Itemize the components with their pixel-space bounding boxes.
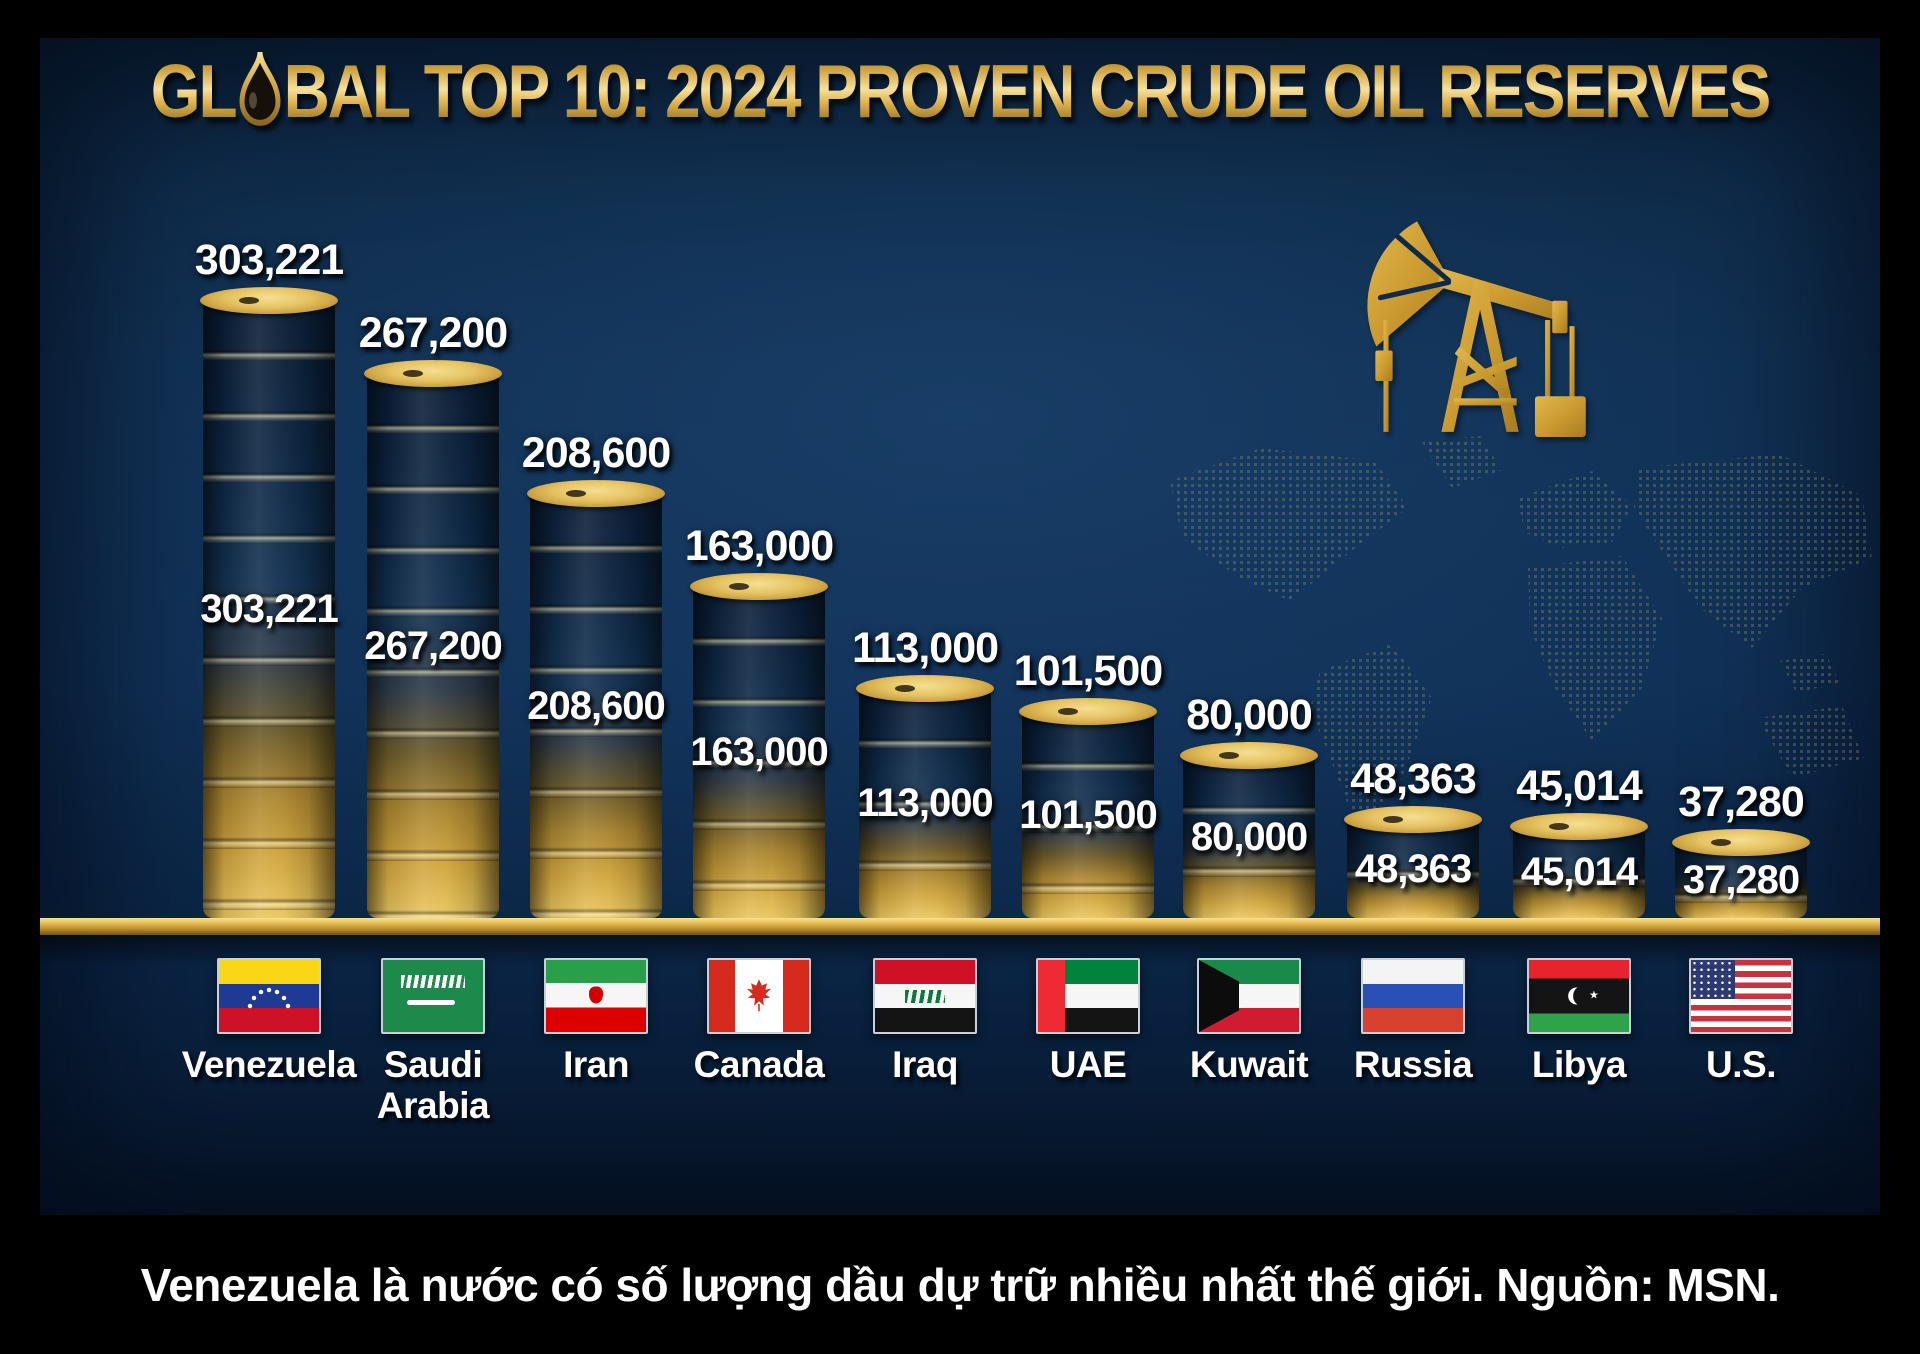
barrel-bung-hole [1382, 816, 1403, 824]
page-title: GL BAL TOP 10: 2024 PROVEN CRUDE OIL RES… [40, 47, 1880, 134]
flag-russia-icon [1361, 958, 1465, 1034]
value-label-top: 45,014 [1516, 762, 1643, 810]
country-label: U.S. [1706, 1044, 1776, 1085]
flag-kuwait-icon [1197, 958, 1301, 1034]
barrel-lid [364, 360, 502, 387]
flag-uae-icon [1036, 958, 1140, 1034]
flag-canada-icon [707, 958, 811, 1034]
barrel-stack-saudi-arabia [364, 360, 502, 918]
barrel-lid [200, 287, 338, 314]
barrel-bung-hole [894, 685, 915, 693]
maple-leaf-icon [747, 979, 771, 1012]
value-label-top: 113,000 [851, 624, 999, 672]
dotted-world-map [1140, 426, 1880, 891]
value-label-top: 303,221 [194, 236, 344, 284]
value-label-mid: 101,500 [1019, 792, 1158, 837]
stars-canton [1691, 960, 1735, 999]
caption-band: Venezuela là nước có số lượng dầu dự trữ… [0, 1215, 1920, 1354]
barrel-lid [1344, 806, 1482, 833]
value-label-mid: 113,000 [857, 781, 993, 825]
flag-us-icon [1689, 958, 1793, 1034]
value-label-mid: 303,221 [200, 587, 339, 631]
star-icon [1589, 990, 1599, 1001]
barrel-bung-hole [1057, 708, 1078, 716]
barrel-stack-libya [1510, 813, 1648, 918]
value-label-mid: 45,014 [1520, 850, 1638, 894]
flag-iran-icon [544, 958, 648, 1034]
value-label-mid: 80,000 [1190, 814, 1308, 859]
crescent-icon [1568, 986, 1590, 1006]
value-label-mid: 208,600 [527, 683, 666, 728]
country-label: Libya [1531, 1044, 1627, 1085]
value-label-mid: 37,280 [1682, 858, 1800, 902]
country-label: Saudi Arabia [376, 1044, 490, 1127]
oil-pumpjack-icon [1352, 196, 1600, 445]
value-label-mid: 48,363 [1354, 846, 1472, 891]
barrel-lid [1672, 829, 1810, 856]
country-label: Iraq [892, 1044, 958, 1085]
value-label-top: 48,363 [1350, 755, 1477, 803]
barrel-stack-venezuela [200, 287, 338, 918]
barrel-chart: GL BAL TOP 10: 2024 PROVEN CRUDE OIL RES… [40, 38, 1880, 1215]
title-text-right: BAL TOP 10: 2024 PROVEN CRUDE OIL RESERV… [283, 48, 1772, 134]
value-label-top: 37,280 [1678, 778, 1805, 826]
barrel-bung-hole [1218, 752, 1239, 760]
country-label: UAE [1049, 1044, 1127, 1085]
oil-drop-icon [239, 51, 281, 126]
country-label: Kuwait [1189, 1044, 1309, 1085]
barrel-stack-canada [690, 573, 828, 918]
country-label: Canada [693, 1044, 825, 1085]
barrel-stack-russia [1344, 806, 1482, 918]
caption-text: Venezuela là nước có số lượng dầu dự trữ… [140, 1258, 1780, 1311]
barrel-lid [1180, 742, 1318, 769]
value-label-top: 163,000 [684, 522, 834, 570]
barrel-bung-hole [728, 583, 749, 591]
stars-arc [219, 960, 319, 1032]
barrel-stack-iran [527, 480, 665, 918]
barrel-stack-iraq [856, 675, 994, 918]
barrel-bung-hole [565, 490, 586, 498]
barrel-bung-hole [238, 297, 259, 305]
value-label-top: 101,500 [1013, 647, 1163, 695]
barrel-bung-hole [1710, 839, 1731, 847]
country-label: Venezuela [181, 1044, 357, 1085]
flag-libya-icon [1527, 958, 1631, 1034]
barrel-stack-kuwait [1180, 742, 1318, 918]
value-label-mid: 267,200 [364, 623, 503, 668]
barrel-stack-uae [1019, 698, 1157, 918]
flag-iraq-icon [873, 958, 977, 1034]
country-label: Iran [563, 1044, 629, 1085]
flag-saudi-arabia-icon [381, 958, 485, 1034]
flag-venezuela-icon [217, 958, 321, 1034]
value-label-mid: 163,000 [690, 730, 829, 774]
barrel-bung-hole [402, 370, 423, 378]
chart-baseline-gold-bar [40, 918, 1880, 935]
value-label-top: 267,200 [358, 309, 508, 357]
barrel-bung-hole [1548, 823, 1569, 831]
barrel-stack-us [1672, 829, 1810, 918]
country-label: Russia [1353, 1044, 1473, 1085]
value-label-top: 208,600 [521, 429, 671, 477]
barrel-lid [690, 573, 828, 600]
title-text-left: GL [150, 48, 238, 134]
barrel-lid [856, 675, 994, 702]
barrel-lid [527, 480, 665, 507]
barrel-lid [1510, 813, 1648, 840]
value-label-top: 80,000 [1186, 691, 1313, 739]
barrel-lid [1019, 698, 1157, 725]
